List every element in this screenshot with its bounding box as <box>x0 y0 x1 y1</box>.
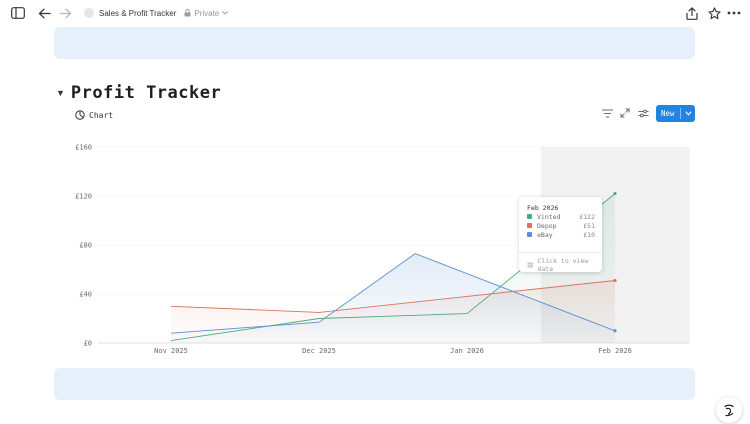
callout-block-top[interactable] <box>54 27 695 59</box>
tooltip-series-name: Depop <box>537 221 557 230</box>
tooltip-row-ebay: eBay £10 <box>527 230 595 239</box>
data-point-depop <box>613 278 617 283</box>
chevron-down-icon[interactable] <box>681 111 695 116</box>
x-tick-label: Nov 2025 <box>154 347 188 355</box>
settings-sliders-icon[interactable] <box>636 106 650 120</box>
tooltip-row-depop: Depop £51 <box>527 221 595 230</box>
series-line-depop <box>170 280 616 313</box>
tooltip-series-name: eBay <box>537 230 553 239</box>
tooltip-series-value: £10 <box>583 230 595 239</box>
tooltip-series-value: £51 <box>583 221 595 230</box>
chart-view-label: Chart <box>89 110 114 120</box>
back-arrow-icon[interactable] <box>35 4 53 22</box>
legend-swatch <box>527 223 532 228</box>
data-point-vinted <box>613 191 617 196</box>
view-data-link[interactable]: Click to view data <box>527 257 602 273</box>
page-icon <box>84 8 94 18</box>
new-button-label: New <box>661 109 675 118</box>
share-icon[interactable] <box>683 4 701 22</box>
chart-tooltip: Feb 2026 Vinted £122 Depop £51 eBay £10 … <box>519 197 602 273</box>
series-area-ebay <box>171 253 615 343</box>
x-tick-label: Jan 2026 <box>450 347 484 355</box>
y-tick-label: £80 <box>79 242 92 250</box>
top-bar: Sales & Profit Tracker Private <box>0 0 750 26</box>
page-title-crumb[interactable]: Sales & Profit Tracker <box>99 8 177 18</box>
tooltip-series-value: £122 <box>579 212 595 221</box>
expand-icon[interactable] <box>618 106 632 120</box>
view-data-label: Click to view data <box>537 257 589 273</box>
series-line-ebay <box>170 253 616 334</box>
toggle-triangle-icon[interactable]: ▼ <box>56 88 65 98</box>
y-tick-label: £120 <box>75 193 92 201</box>
chart-view-icon <box>75 110 85 120</box>
new-button[interactable]: New <box>656 105 695 122</box>
privacy-badge[interactable]: Private <box>184 8 229 18</box>
star-icon[interactable] <box>705 4 723 22</box>
legend-swatch <box>527 232 532 237</box>
sidebar-toggle-icon[interactable] <box>9 4 27 22</box>
help-button[interactable] <box>716 397 742 423</box>
tab-chart-view[interactable]: Chart <box>75 108 113 122</box>
more-icon[interactable] <box>725 4 743 22</box>
x-tick-label: Dec 2025 <box>302 347 336 355</box>
list-icon <box>527 262 533 268</box>
breadcrumb[interactable]: Sales & Profit Tracker Private <box>84 6 229 20</box>
legend-swatch <box>527 214 532 219</box>
database-title[interactable]: Profit Tracker <box>70 83 222 103</box>
y-tick-label: £160 <box>75 144 92 152</box>
filter-icon[interactable] <box>600 106 614 120</box>
lock-icon <box>184 9 191 17</box>
forward-arrow-icon[interactable] <box>56 4 74 22</box>
privacy-label: Private <box>194 8 220 18</box>
tooltip-title: Feb 2026 <box>527 204 559 212</box>
database-heading[interactable]: ▼ Profit Tracker <box>56 82 221 104</box>
tooltip-divider <box>519 252 602 253</box>
tooltip-series-name: Vinted <box>537 212 561 221</box>
x-tick-label: Feb 2026 <box>598 347 632 355</box>
y-tick-label: £40 <box>79 291 92 299</box>
callout-block-bottom[interactable] <box>54 368 695 400</box>
tooltip-row-vinted: Vinted £122 <box>527 212 595 221</box>
y-tick-label: £0 <box>84 340 92 348</box>
chevron-down-icon <box>222 11 229 15</box>
data-point-ebay <box>613 329 617 333</box>
new-button-divider <box>680 108 681 119</box>
assistant-face-icon <box>724 404 734 417</box>
